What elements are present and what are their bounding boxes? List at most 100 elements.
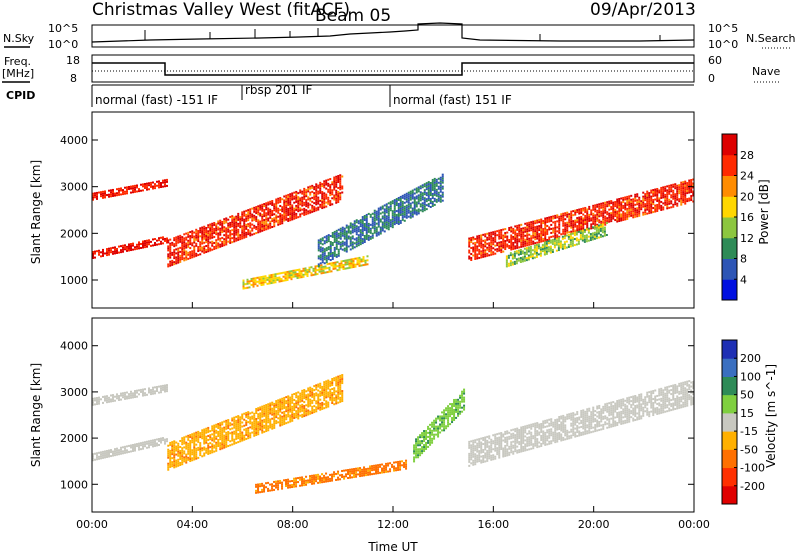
beam-label: Beam 05 bbox=[315, 6, 391, 26]
velocity-echo-band-2 bbox=[167, 374, 344, 471]
velocity-x-tick-label-3: 12:00 bbox=[377, 518, 409, 531]
velocity-data-layer bbox=[92, 374, 695, 494]
power-colorbar-tick-label-6: 28 bbox=[740, 149, 754, 162]
velocity-colorbar-segment-1 bbox=[722, 467, 737, 487]
power-echo-band-6 bbox=[505, 222, 608, 268]
velocity-colorbar-segment-2 bbox=[722, 449, 737, 469]
velocity-x-axis: 00:00 04:00 08:00 12:00 16:00 20:00 00:00 bbox=[76, 506, 710, 531]
velocity-colorbar-segment-8 bbox=[722, 340, 737, 359]
power-echo-band-5 bbox=[468, 178, 695, 262]
velocity-x-tick-label-4: 16:00 bbox=[477, 518, 509, 531]
power-colorbar-tick-label-2: 12 bbox=[740, 232, 754, 245]
power-y-label: Slant Range [km] bbox=[29, 160, 43, 264]
velocity-colorbar: 200 100 50 15 -15 -50 -100 -200 bbox=[721, 339, 765, 505]
velocity-colorbar-segment-6 bbox=[722, 376, 737, 396]
power-y-axis: 1000 2000 3000 4000 bbox=[60, 134, 694, 287]
power-panel: Slant Range [km] 1000 2000 3000 4000 4 8 12 16… bbox=[29, 111, 771, 309]
velocity-colorbar-tick-label-6: -100 bbox=[740, 462, 765, 475]
power-colorbar-tick-label-0: 4 bbox=[740, 273, 747, 286]
velocity-echo-band-1 bbox=[92, 384, 168, 406]
velocity-y-tick-label-2: 3000 bbox=[60, 386, 88, 399]
nsky-left-tick-top: 10^5 bbox=[48, 22, 78, 35]
power-echo-band-3 bbox=[242, 255, 369, 290]
velocity-colorbar-segment-4 bbox=[722, 412, 737, 432]
velocity-colorbar-tick-label-1: 100 bbox=[740, 370, 761, 383]
velocity-x-tick-label-1: 04:00 bbox=[176, 518, 208, 531]
power-colorbar-tick-label-3: 16 bbox=[740, 211, 754, 224]
nsky-panel: N.Sky 10^5 10^0 10^5 10^0 N.Search bbox=[3, 22, 796, 51]
x-axis-label: Time UT bbox=[367, 540, 418, 554]
nsky-right-tick-top: 10^5 bbox=[708, 22, 738, 35]
velocity-colorbar-frame bbox=[721, 339, 738, 505]
cpid-mode-3: normal (fast) 151 IF bbox=[393, 93, 512, 107]
power-y-tick-label-2: 3000 bbox=[60, 181, 88, 194]
velocity-colorbar-segment-3 bbox=[722, 431, 737, 450]
plot-title: Christmas Valley West (fitACF) bbox=[92, 0, 350, 20]
cpid-label: CPID bbox=[6, 89, 35, 102]
velocity-echo-band-0 bbox=[92, 437, 168, 462]
power-colorbar-tick-label-5: 24 bbox=[740, 170, 754, 183]
cpid-panel: CPID normal (fast) -151 IF rbsp 201 IF n… bbox=[6, 83, 694, 107]
freq-label-line1: Freq. bbox=[4, 55, 31, 68]
power-colorbar-label: Power [dB] bbox=[757, 179, 771, 244]
velocity-y-tick-label-0: 1000 bbox=[60, 478, 88, 491]
power-colorbar-segment-5 bbox=[722, 175, 737, 197]
velocity-colorbar-tick-label-7: -200 bbox=[740, 480, 765, 493]
power-colorbar-tick-label-4: 20 bbox=[740, 190, 754, 203]
power-colorbar-segment-2 bbox=[722, 237, 737, 259]
velocity-y-axis: 1000 2000 3000 4000 bbox=[60, 340, 694, 491]
velocity-x-tick-label-6: 00:00 bbox=[678, 518, 710, 531]
power-colorbar-segment-4 bbox=[722, 196, 737, 218]
power-colorbar-segment-0 bbox=[722, 279, 737, 301]
freq-left-tick-top: 18 bbox=[66, 54, 80, 67]
velocity-colorbar-label: Velocity [m s^-1] bbox=[764, 364, 778, 468]
velocity-colorbar-segment-0 bbox=[722, 485, 737, 505]
velocity-colorbar-tick-label-5: -50 bbox=[740, 443, 758, 456]
velocity-echo-band-5 bbox=[468, 380, 695, 467]
power-colorbar-segment-7 bbox=[722, 134, 737, 156]
power-echo-band-4 bbox=[317, 173, 444, 268]
nsky-trace bbox=[91, 22, 695, 43]
velocity-colorbar-tick-label-3: 15 bbox=[740, 407, 754, 420]
freq-panel: Freq. [MHz] 18 8 60 0 Nave bbox=[2, 54, 780, 85]
velocity-x-tick-label-5: 20:00 bbox=[578, 518, 610, 531]
velocity-colorbar-tick-label-4: -15 bbox=[740, 425, 758, 438]
cpid-mode-2: rbsp 201 IF bbox=[245, 83, 312, 97]
freq-right-tick-bottom: 0 bbox=[708, 72, 715, 85]
power-colorbar-segment-6 bbox=[722, 154, 737, 176]
velocity-x-tick-label-0: 00:00 bbox=[76, 518, 108, 531]
power-colorbar-tick-label-1: 8 bbox=[740, 253, 747, 266]
power-echo-band-1 bbox=[92, 178, 168, 201]
nsky-spikes bbox=[144, 28, 661, 41]
velocity-y-tick-label-3: 4000 bbox=[60, 340, 88, 353]
nave-label: Nave bbox=[752, 65, 780, 78]
velocity-plot-area bbox=[92, 318, 694, 512]
velocity-y-tick-label-1: 2000 bbox=[60, 432, 88, 445]
velocity-colorbar-segment-5 bbox=[722, 394, 737, 414]
power-y-tick-label-1: 2000 bbox=[60, 227, 88, 240]
date-label: 09/Apr/2013 bbox=[590, 0, 696, 20]
nsky-right-tick-bottom: 10^0 bbox=[708, 38, 738, 51]
power-colorbar-segment-1 bbox=[722, 258, 737, 280]
freq-frame bbox=[91, 54, 695, 83]
power-echo-band-0 bbox=[92, 236, 168, 259]
power-colorbar: 4 8 12 16 20 24 28 bbox=[721, 133, 754, 301]
power-y-tick-label-0: 1000 bbox=[60, 274, 88, 287]
velocity-echo-band-3 bbox=[255, 459, 408, 494]
freq-left-tick-bottom: 8 bbox=[70, 72, 77, 85]
power-x-axis bbox=[91, 302, 695, 308]
power-y-tick-label-3: 4000 bbox=[60, 134, 88, 147]
nsearch-label: N.Search bbox=[746, 32, 796, 45]
nsky-left-tick-bottom: 10^0 bbox=[48, 38, 78, 51]
cpid-mode-1: normal (fast) -151 IF bbox=[95, 93, 218, 107]
velocity-colorbar-tick-label-2: 50 bbox=[740, 389, 754, 402]
velocity-colorbar-tick-label-0: 200 bbox=[740, 352, 761, 365]
freq-label-line2: [MHz] bbox=[2, 67, 34, 80]
nsky-label: N.Sky bbox=[3, 32, 35, 45]
velocity-x-tick-label-2: 08:00 bbox=[277, 518, 309, 531]
power-colorbar-segment-3 bbox=[722, 217, 737, 239]
freq-right-tick-top: 60 bbox=[708, 54, 722, 67]
power-echo-band-2 bbox=[167, 174, 344, 268]
